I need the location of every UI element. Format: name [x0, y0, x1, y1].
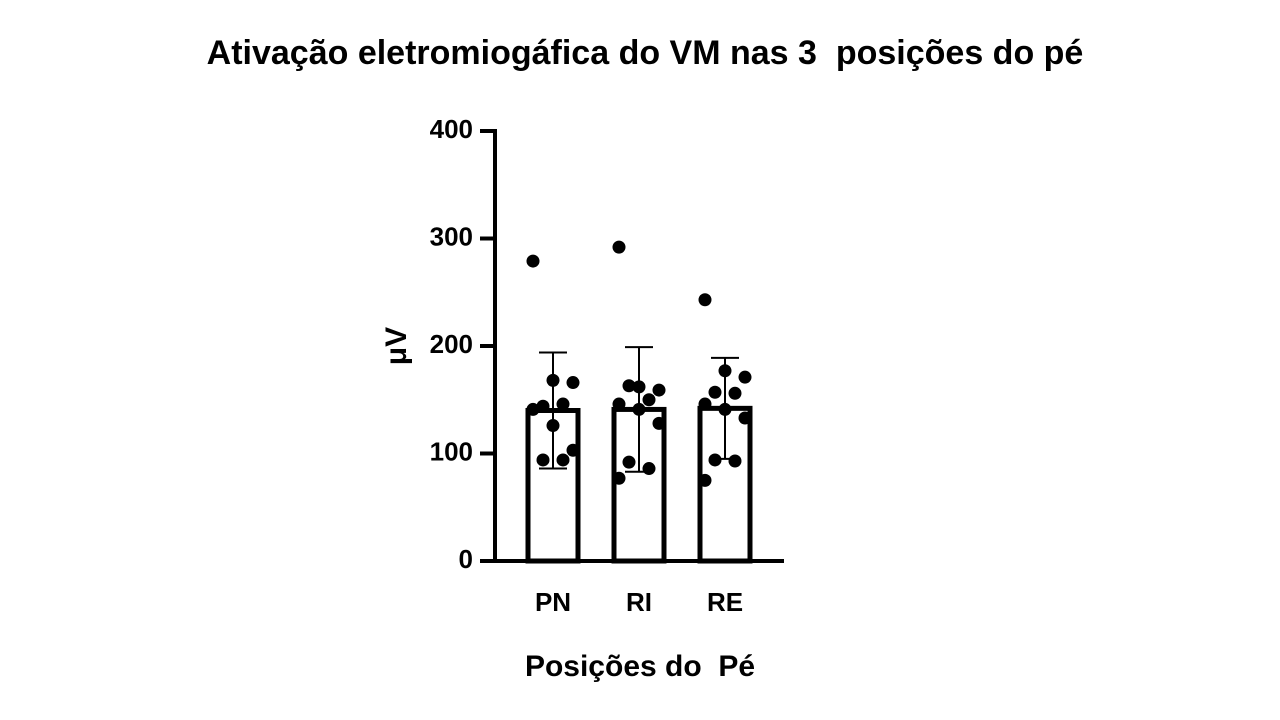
- y-tick-label: 200: [430, 329, 473, 359]
- data-point: [708, 385, 722, 399]
- data-point: [556, 397, 570, 411]
- data-point: [546, 373, 560, 387]
- data-point: [622, 455, 636, 469]
- data-point: [526, 254, 540, 268]
- y-axis-title: μV: [380, 327, 413, 365]
- data-point: [566, 443, 580, 457]
- data-point: [536, 453, 550, 467]
- x-tick-label: RE: [707, 587, 743, 617]
- data-point: [738, 411, 752, 425]
- data-point: [632, 402, 646, 416]
- y-tick-label: 100: [430, 436, 473, 466]
- data-point: [728, 454, 742, 468]
- data-point: [632, 380, 646, 394]
- data-point: [698, 397, 712, 411]
- data-point: [698, 293, 712, 307]
- data-point: [546, 419, 560, 433]
- chart-title: Ativação eletromiogáfica do VM nas 3 pos…: [207, 34, 1084, 72]
- data-point: [718, 364, 732, 378]
- data-point: [566, 376, 580, 390]
- y-tick-label: 0: [459, 544, 473, 574]
- data-point: [652, 383, 666, 397]
- data-point: [612, 240, 626, 254]
- y-tick-label: 400: [430, 114, 473, 144]
- data-point: [526, 402, 540, 416]
- data-point: [652, 416, 666, 430]
- x-tick-label: RI: [626, 587, 652, 617]
- data-point: [556, 453, 570, 467]
- x-axis-title: Posições do Pé: [525, 650, 755, 683]
- data-point: [622, 379, 636, 393]
- data-point: [536, 399, 550, 413]
- data-point: [612, 397, 626, 411]
- data-point: [612, 471, 626, 485]
- data-point: [642, 393, 656, 407]
- data-point: [698, 473, 712, 487]
- y-tick-label: 300: [430, 221, 473, 251]
- data-point: [642, 462, 656, 476]
- data-point: [738, 370, 752, 384]
- x-tick-label: PN: [535, 587, 571, 617]
- data-point: [728, 386, 742, 400]
- data-point: [708, 453, 722, 467]
- data-point: [718, 402, 732, 416]
